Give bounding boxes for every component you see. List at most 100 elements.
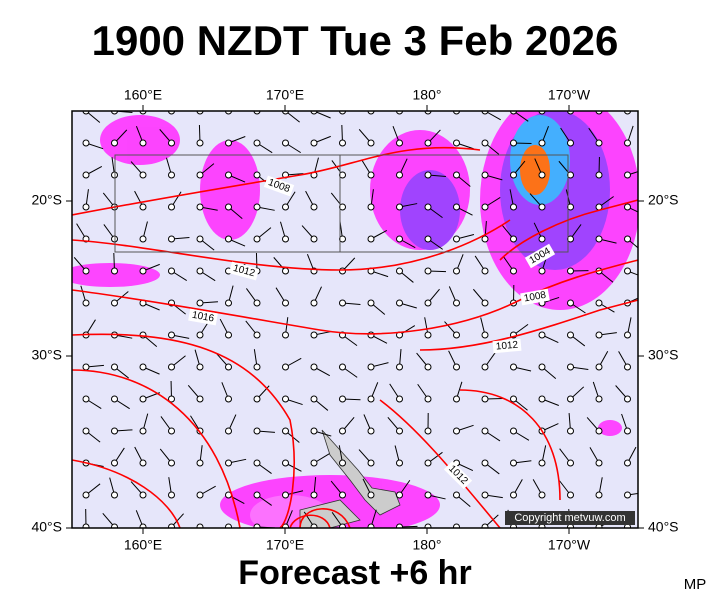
station [196, 331, 204, 339]
station [139, 171, 147, 179]
station [624, 331, 631, 339]
station [424, 491, 432, 499]
station [282, 235, 289, 243]
station [481, 139, 489, 147]
station [253, 491, 261, 499]
axis-labels: 160°E 170°E 180° 170°W 160°E 170°E 180° 170°W 20… [31, 87, 678, 553]
bottom-lon-label: 180° [413, 537, 442, 553]
station [168, 427, 175, 435]
station [567, 139, 574, 147]
isobar-label-box [188, 308, 218, 326]
station [538, 395, 546, 403]
land [299, 429, 401, 528]
station [111, 459, 118, 467]
station [595, 491, 603, 499]
station [82, 427, 90, 435]
wind-barb [370, 111, 371, 112]
isobar-label: 1012 [228, 261, 260, 281]
bottom-lon-label: 170°E [266, 537, 304, 553]
station [624, 427, 631, 435]
station [196, 491, 204, 499]
station [453, 427, 460, 435]
station [510, 171, 517, 179]
station [481, 267, 489, 275]
station [282, 299, 289, 307]
station [367, 139, 375, 147]
station [396, 523, 403, 528]
station [339, 427, 346, 435]
station [538, 491, 546, 499]
station [424, 235, 432, 243]
isobar-label: 1016 [188, 308, 218, 326]
station [339, 363, 346, 371]
station [481, 235, 489, 243]
station [310, 235, 318, 243]
station [424, 299, 432, 307]
station [424, 171, 432, 179]
station [367, 427, 375, 435]
station [139, 235, 147, 243]
isobar-label-text: 1012 [495, 340, 519, 353]
station [168, 395, 175, 403]
station [111, 363, 118, 371]
station [111, 427, 118, 435]
station [396, 459, 403, 467]
station [538, 331, 546, 339]
station [538, 459, 546, 467]
station [168, 139, 175, 147]
station [424, 427, 432, 435]
station [538, 267, 546, 275]
station [196, 171, 204, 179]
station [538, 171, 546, 179]
station [453, 395, 460, 403]
station [225, 139, 232, 147]
station [339, 395, 346, 403]
station [196, 299, 204, 307]
isobar-label-text: 1016 [191, 310, 215, 325]
station [196, 459, 204, 467]
left-lat-label: 20°S [31, 192, 62, 208]
station [595, 235, 603, 243]
station [595, 395, 603, 403]
station [339, 267, 346, 275]
right-lat-label: 30°S [648, 347, 679, 363]
station [396, 267, 403, 275]
station [310, 331, 318, 339]
station [453, 171, 460, 179]
left-lat-label: 30°S [31, 347, 62, 363]
station [82, 139, 90, 147]
station [424, 395, 432, 403]
station [538, 203, 546, 211]
station [339, 459, 346, 467]
station [310, 491, 318, 499]
station [624, 235, 631, 243]
station [453, 203, 460, 211]
station [367, 331, 375, 339]
isobar-label-text: 1008 [523, 290, 547, 305]
station [567, 491, 574, 499]
station [310, 459, 318, 467]
station [481, 427, 489, 435]
station [567, 459, 574, 467]
station [253, 523, 261, 528]
bottom-lon-label: 160°E [124, 537, 162, 553]
frame [71, 110, 639, 529]
station [139, 427, 147, 435]
station [510, 491, 517, 499]
station [510, 235, 517, 243]
station [139, 363, 147, 371]
station [253, 139, 261, 147]
station [510, 267, 517, 275]
station [225, 299, 232, 307]
station [253, 331, 261, 339]
isobar-label-box [228, 261, 260, 281]
top-lon-label: 180° [413, 87, 442, 103]
station [310, 299, 318, 307]
station [139, 267, 147, 275]
initials: MP [684, 576, 707, 593]
station [196, 523, 204, 528]
top-lon-label: 170°E [266, 87, 304, 103]
station [82, 363, 90, 371]
station [481, 331, 489, 339]
